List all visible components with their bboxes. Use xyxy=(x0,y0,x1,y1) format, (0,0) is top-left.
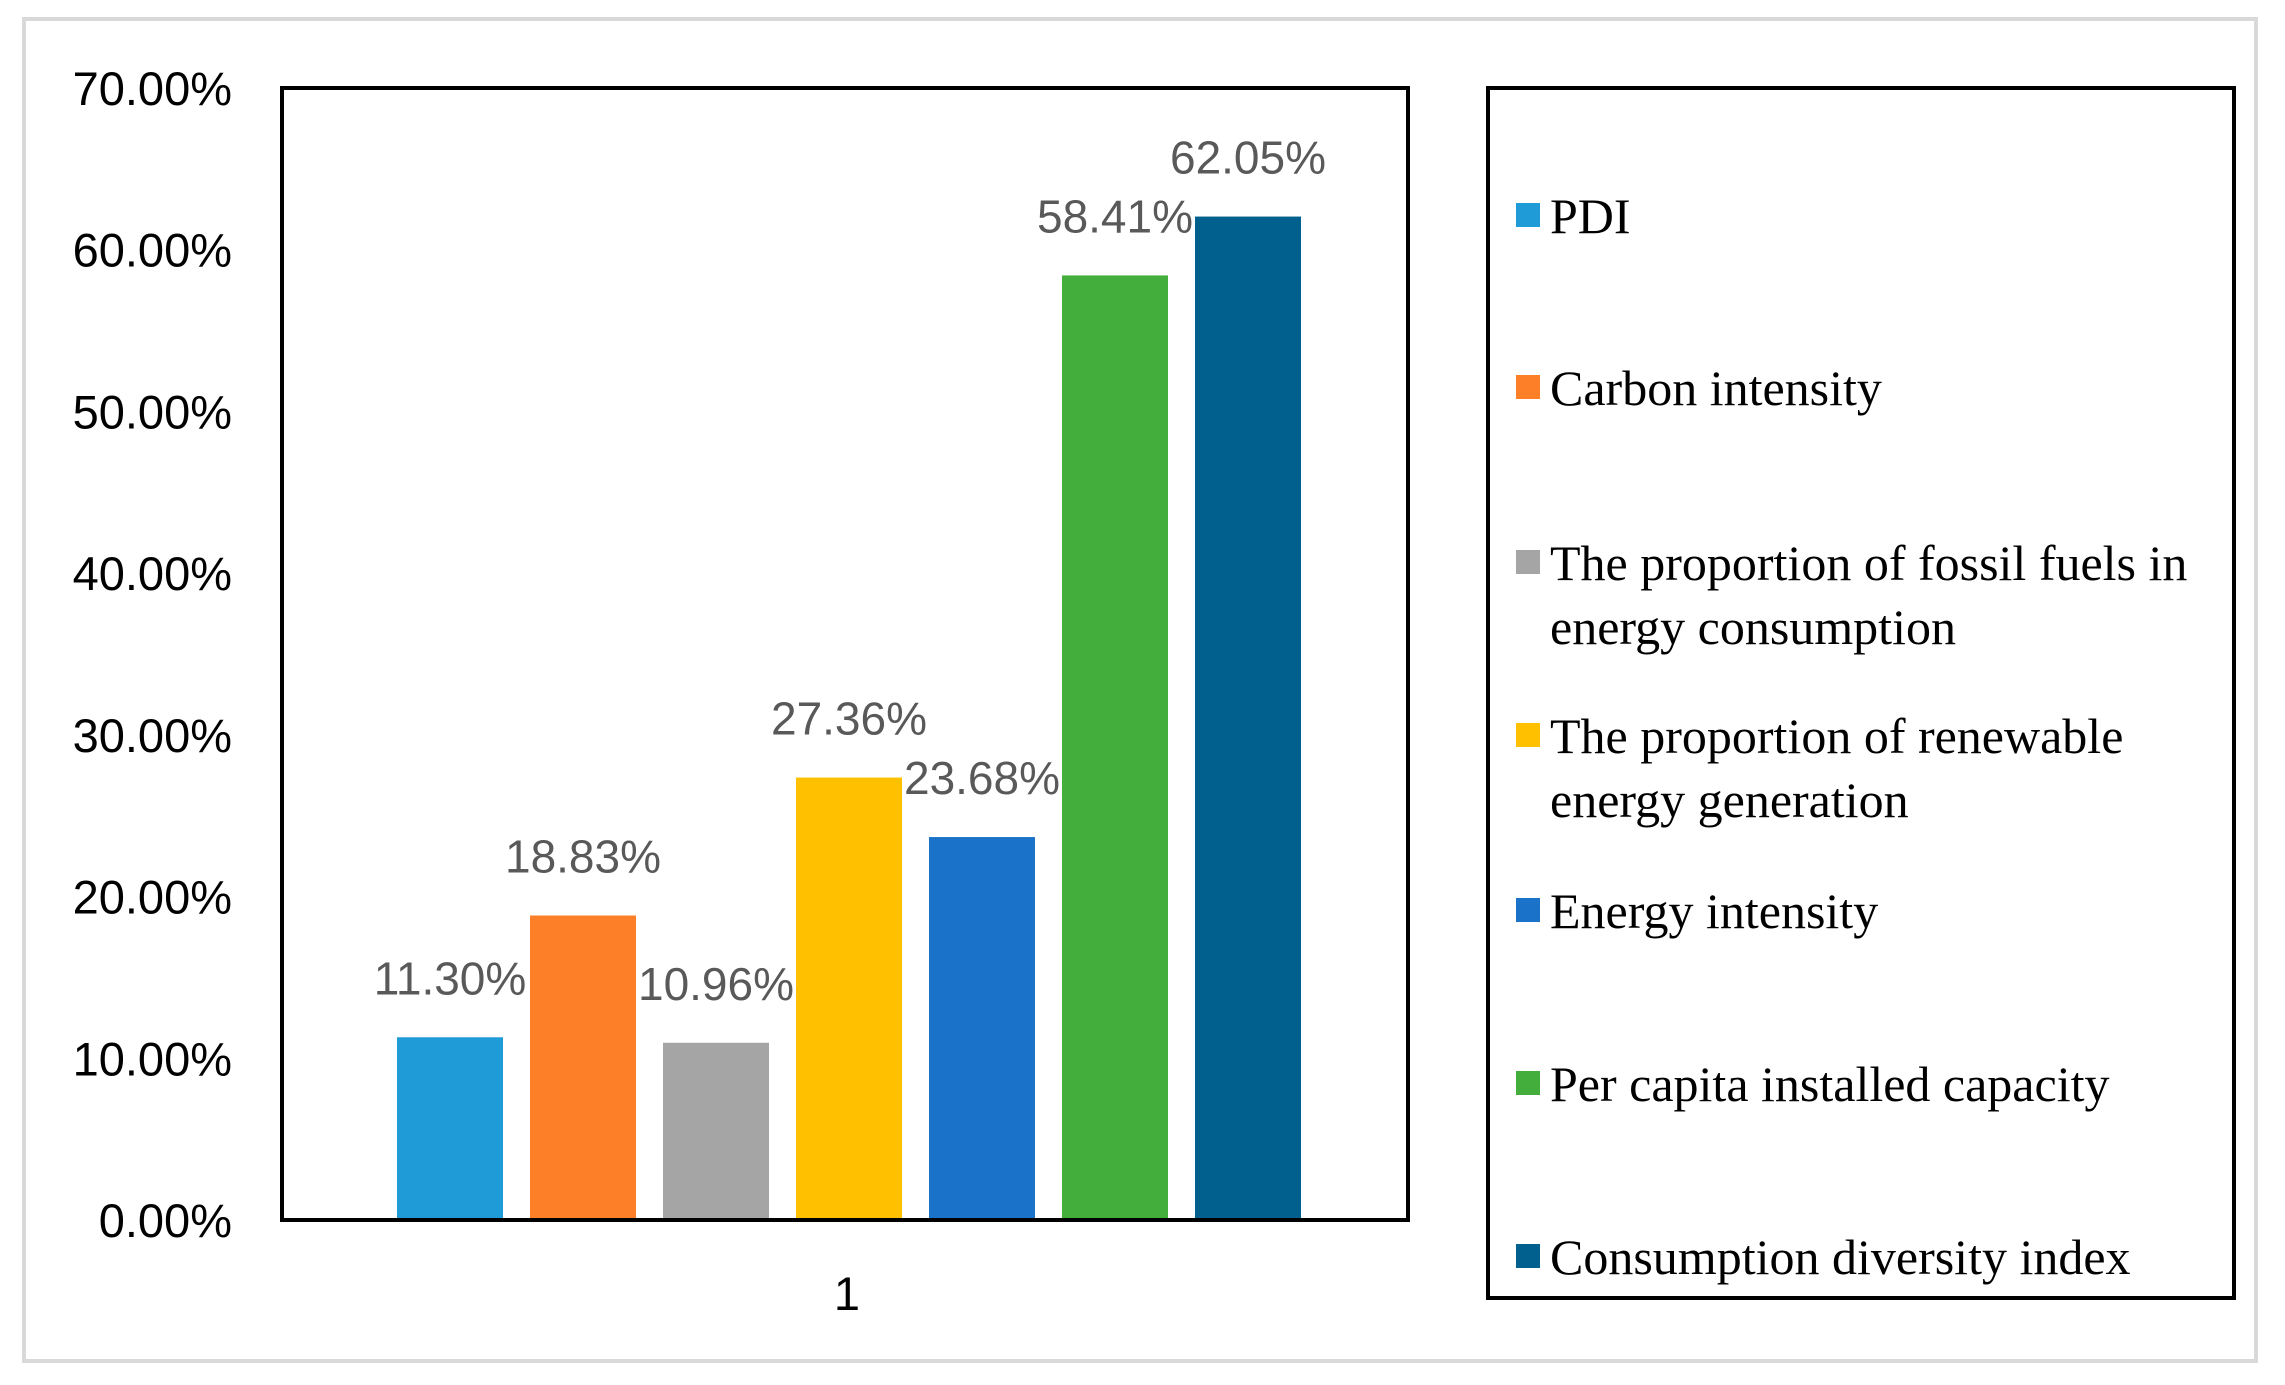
legend-item-renewable-generation: The proportion of renewable energy gener… xyxy=(1516,704,2240,832)
legend-item-fossil-fuels: The proportion of fossil fuels in energy… xyxy=(1516,531,2240,659)
data-label: 62.05% xyxy=(1170,132,1326,184)
legend-label: Energy intensity xyxy=(1550,883,1879,939)
y-axis-ticks: 0.00% 10.00% 20.00% 30.00% 40.00% 50.00% 60.00… xyxy=(73,62,232,1247)
bar xyxy=(796,777,902,1220)
data-label: 23.68% xyxy=(904,752,1060,804)
legend-label: The proportion of fossil fuels in energy… xyxy=(1550,535,2188,655)
legend-swatch-icon xyxy=(1516,1244,1540,1268)
y-tick-label: 60.00% xyxy=(73,224,232,277)
data-label: 58.41% xyxy=(1037,190,1193,242)
legend-swatch-icon xyxy=(1516,375,1540,399)
data-labels: 11.30% 18.83% 10.96% 27.36% 23.68% 58.41% 62.0… xyxy=(374,132,1326,1010)
bar xyxy=(663,1042,769,1220)
y-tick-label: 70.00% xyxy=(73,62,232,115)
legend-swatch-icon xyxy=(1516,203,1540,227)
data-label: 11.30% xyxy=(374,952,527,1004)
y-tick-label: 10.00% xyxy=(73,1032,232,1085)
legend-swatch-icon xyxy=(1516,898,1540,922)
x-tick-label: 1 xyxy=(834,1267,860,1320)
bar xyxy=(929,837,1035,1220)
legend-item-pdi: PDI xyxy=(1516,184,2240,248)
legend-label: Carbon intensity xyxy=(1550,360,1882,416)
legend-label: PDI xyxy=(1550,188,1631,244)
legend-label: Consumption diversity index xyxy=(1550,1229,2131,1285)
data-label: 27.36% xyxy=(771,693,927,745)
legend-swatch-icon xyxy=(1516,1071,1540,1095)
legend-swatch-icon xyxy=(1516,550,1540,574)
legend: PDI Carbon intensity The proportion of f… xyxy=(1486,86,2236,1300)
y-tick-label: 50.00% xyxy=(73,385,232,438)
y-tick-label: 20.00% xyxy=(73,871,232,924)
y-tick-label: 40.00% xyxy=(73,547,232,600)
legend-item-consumption-diversity: Consumption diversity index xyxy=(1516,1225,2240,1289)
bar xyxy=(530,915,636,1220)
bars xyxy=(397,216,1301,1220)
y-tick-label: 0.00% xyxy=(99,1194,232,1247)
legend-label: The proportion of renewable energy gener… xyxy=(1550,708,2124,828)
legend-item-energy-intensity: Energy intensity xyxy=(1516,879,2240,943)
legend-swatch-icon xyxy=(1516,723,1540,747)
y-tick-label: 30.00% xyxy=(73,709,232,762)
data-label: 18.83% xyxy=(505,830,661,882)
bar xyxy=(1195,216,1301,1220)
legend-item-carbon-intensity: Carbon intensity xyxy=(1516,356,2240,420)
legend-item-per-capita-capacity: Per capita installed capacity xyxy=(1516,1052,2240,1116)
data-label: 10.96% xyxy=(638,958,794,1010)
legend-label: Per capita installed capacity xyxy=(1550,1056,2110,1112)
plot-area-border xyxy=(280,86,1410,1222)
bar xyxy=(397,1037,503,1220)
bar xyxy=(1062,275,1168,1220)
